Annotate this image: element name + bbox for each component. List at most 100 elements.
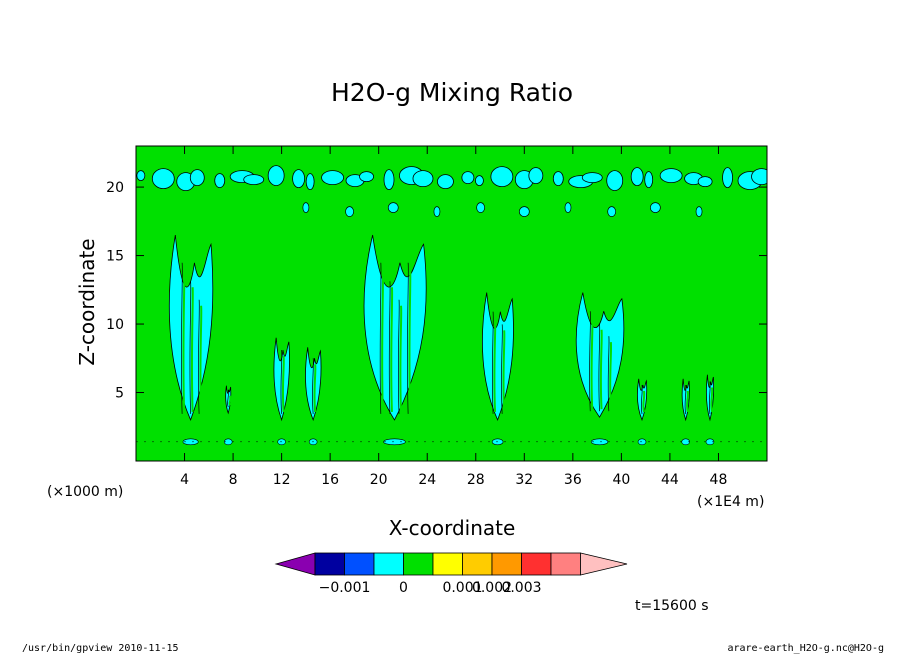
colorbar-level-label: 0 [399,580,408,596]
colorbar-level-label: 0.003 [501,580,541,596]
y-tick-label: 15 [106,249,124,265]
contour-line [607,336,610,412]
x-tick-label: 4 [180,472,189,488]
contour-gap [381,268,385,412]
moisture-blob [490,166,514,188]
contour-gap [642,390,646,413]
x-tick-label: 8 [229,472,238,488]
moisture-blob [697,176,713,188]
moisture-blob [437,174,454,190]
moisture-blob [659,168,683,184]
moisture-plume [168,234,214,421]
moisture-blob [305,173,315,191]
moisture-blob [345,206,354,217]
y-tick-label: 10 [106,317,124,333]
colorbar-swatch [373,552,404,576]
contour-line [312,358,314,414]
contour-gap [399,305,403,412]
moisture-blob [461,171,475,185]
moisture-blob [387,202,399,213]
x-tick-label: 48 [710,472,728,488]
x-tick-label: 16 [321,472,339,488]
contour-gap [493,317,497,412]
contour-gap [182,268,186,412]
contour-gap [408,268,412,412]
x-tick-label: 20 [370,472,388,488]
contour-line [589,311,591,412]
colorbar-swatch [550,552,581,576]
moisture-blob [476,202,485,213]
contour-gap [609,342,613,410]
y-tick-label: 5 [115,386,124,402]
contour-gap [710,387,714,413]
y-axis-units: (×1000 m) [47,484,123,500]
contour-gap [599,329,603,410]
contour-line [189,281,192,414]
moisture-blob [151,168,175,190]
surface-blob [383,438,406,446]
moisture-blob [564,202,572,213]
contour-line [280,350,283,414]
y-axis-label: Z-coordinate [75,238,99,365]
surface-blob [590,438,609,446]
moisture-blob [695,206,703,217]
x-tick-label: 32 [515,472,533,488]
colorbar-swatch [403,552,434,576]
moisture-blob [243,174,265,186]
y-tick-label: 20 [106,180,124,196]
moisture-plume [273,337,290,422]
moisture-blob [359,171,374,183]
contour-line [684,384,687,414]
contour-line [388,281,391,414]
x-tick-label: 12 [273,472,291,488]
colorbar-under-triangle [274,552,316,576]
x-tick-label: 40 [612,472,630,488]
moisture-blob [722,167,733,189]
contour-gap [685,390,689,413]
contour-gap [313,364,317,413]
moisture-blob [475,175,484,187]
contour-line [227,389,229,408]
moisture-plume [575,292,625,418]
contour-gap [190,287,194,412]
contour-gap [502,330,506,412]
contour-gap [390,287,394,412]
contour-gap [228,395,232,406]
x-tick-label: 28 [467,472,485,488]
colorbar-swatch [462,552,493,576]
x-tick-label: 44 [661,472,679,488]
plot-frame [135,145,768,462]
x-axis-units: (×1E4 m) [697,494,764,510]
moisture-blob [751,168,767,186]
moisture-blob [552,171,564,187]
contour-line [379,262,382,414]
moisture-blob [518,206,530,217]
moisture-blob [214,173,226,189]
colorbar-level-label: 0.001 [442,580,482,596]
colorbar-over-triangle [580,552,628,576]
x-tick-label: 36 [564,472,582,488]
contour-line [640,384,643,414]
moisture-blob [581,172,603,184]
plot-background [136,146,767,461]
contour-gap [199,305,203,412]
moisture-plume [481,292,514,421]
moisture-blob [630,167,644,187]
contour-line [598,323,601,412]
y-axis-ticks: 5 10 15 20 [106,180,767,402]
contour-line [198,299,200,414]
footer-left-info: /usr/bin/gpview 2010-11-15 [22,643,179,654]
colorbar-swatch [314,552,345,576]
contour-gap [281,355,285,412]
contour-line [407,262,409,414]
plot-area [135,145,768,462]
moisture-blob [302,202,310,213]
colorbar-level-label: 0.002 [472,580,512,596]
colorbar-swatch [344,552,375,576]
moisture-blob [267,165,285,187]
moisture-blob [189,169,205,187]
moisture-blob [321,170,344,186]
moisture-blob [528,167,544,185]
